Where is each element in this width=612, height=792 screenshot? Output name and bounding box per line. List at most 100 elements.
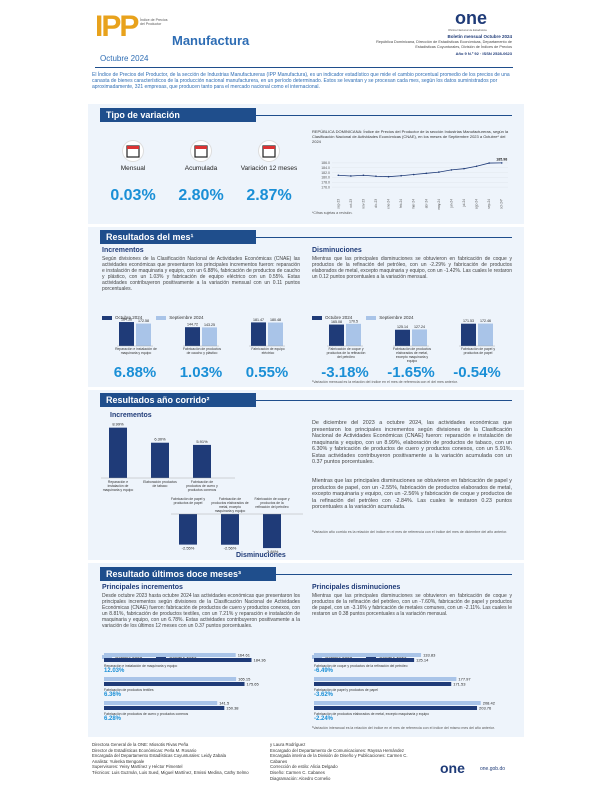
credit-line: Técnicos: Luis Guzmán, Luis Sued, Miguel… xyxy=(92,769,249,775)
paragraph: Mientras que las principales disminucion… xyxy=(312,256,512,280)
legend-item: Octubre 2024 xyxy=(102,315,142,320)
legend-swatch xyxy=(102,315,112,320)
category-label: Fabricación de coque y productos de la r… xyxy=(326,347,366,359)
category-label: Reparación e instalación de maquinaria y… xyxy=(102,480,134,492)
rule xyxy=(256,115,512,116)
data-label: 150.38 xyxy=(226,705,239,710)
org-name: Oficina Nacional de Estadística xyxy=(448,28,487,32)
footer-logo: one xyxy=(440,760,465,776)
bar xyxy=(104,677,237,681)
line-chart: 176.0 178.0 180.0 182.0 184.0 186.0 sep-23 oct-… xyxy=(310,152,515,210)
bar xyxy=(104,706,225,710)
chart-svg xyxy=(190,140,212,162)
x-tick-label: ago-24 xyxy=(475,199,479,209)
logo-subtitle: Índice de Precios del Productor xyxy=(140,18,168,27)
subheading: Disminuciones xyxy=(312,247,362,254)
data-label: 208.42 xyxy=(483,700,496,705)
data-label: 172.46 xyxy=(480,319,491,323)
rule xyxy=(256,400,512,401)
category-label: Fabricación de productos elaborados de m… xyxy=(314,712,429,716)
date: Octubre 2024 xyxy=(100,54,149,63)
annual-increases-chart: Octubre 2023Octubre 2024164.61184.36165.… xyxy=(102,645,300,733)
bar xyxy=(395,329,410,346)
category-label: Fabricación de papel y productos de pape… xyxy=(460,347,496,355)
change: 6.28% xyxy=(104,716,122,722)
annual-decreases-chart: Octubre 2023Octubre 2024133.83125.14177.… xyxy=(312,630,512,722)
month-increases-chart: Octubre 2024 Septiembre 2024 184.36 172.58 1… xyxy=(102,306,300,381)
subheading: Incrementos xyxy=(102,247,144,254)
icon-calendar-top xyxy=(195,146,207,149)
bar xyxy=(412,329,427,346)
org-info: República Dominicana, Dirección de Estad… xyxy=(376,40,512,49)
bar xyxy=(104,701,218,705)
bar xyxy=(314,677,457,681)
point xyxy=(350,175,352,177)
credit-line: Corrección de estilo: Alicia Delgado xyxy=(270,764,338,770)
x-tick-label: sep-24 xyxy=(487,199,491,209)
x-tick-label: jul-24 xyxy=(462,199,466,208)
legend-swatch xyxy=(366,315,377,320)
x-tick-label: may-24 xyxy=(437,199,441,210)
y-tick-label: 186.0 xyxy=(321,161,330,165)
credit-line: Encargada del Departamento Estadísticas … xyxy=(92,753,226,759)
data-label: 127.24 xyxy=(414,325,425,329)
data-label: -2.84% xyxy=(266,549,279,554)
legend-text: Octubre 2024 xyxy=(325,315,353,320)
point xyxy=(488,162,490,164)
chart-svg xyxy=(258,140,280,162)
x-tick-label: nov-23 xyxy=(361,199,365,209)
bar xyxy=(263,514,281,549)
section-month xyxy=(88,227,524,387)
credit-line: Directora General de la ONE: Miosotis Ri… xyxy=(92,742,189,747)
bar xyxy=(109,427,127,478)
category-label: Fabricación de productos de cuero y prod… xyxy=(186,480,218,492)
change: 12.03% xyxy=(104,668,125,674)
url: one.gob.do xyxy=(480,766,506,772)
bar xyxy=(314,653,422,657)
category-label: Fabricación de coque y productos de la r… xyxy=(314,664,408,668)
point xyxy=(387,175,390,178)
subheading: Principales disminuciones xyxy=(312,584,401,591)
category-label: Fabricación de equipo eléctrico xyxy=(251,347,285,355)
data-label: 141.5 xyxy=(219,700,230,705)
kpi-label: Mensual xyxy=(120,165,146,172)
rule xyxy=(95,67,513,68)
icon xyxy=(122,140,144,162)
chart-svg: 165.08 170.5 125.14 127.24 171.53 172.46 xyxy=(327,319,495,347)
bar xyxy=(314,658,415,662)
x-tick-label: oct-24* xyxy=(500,198,504,209)
data-label: 6.30% xyxy=(154,437,166,442)
change: -3.62% xyxy=(314,692,334,698)
paragraph: Mientras que las principales disminucion… xyxy=(312,593,512,617)
y-tick-label: 182.0 xyxy=(321,171,330,175)
legend-swatch xyxy=(312,315,322,320)
bar xyxy=(151,442,169,478)
chart-title: REPÚBLICA DOMINICANA: Índice de Precios … xyxy=(312,129,509,144)
data-label: 180.48 xyxy=(270,318,281,322)
change: 0.55% xyxy=(245,364,289,381)
data-label: 175.65 xyxy=(247,681,260,686)
y-tick-label: 180.0 xyxy=(321,176,330,180)
title: Manufactura xyxy=(172,33,250,48)
legend-text: Octubre 2024 xyxy=(115,315,143,320)
credit-line: Director de Estadísticas Económicas: Per… xyxy=(92,747,197,753)
credit-line: y Laura Rodríguez xyxy=(270,742,306,747)
note: ¹Variación mensual es la relación del ín… xyxy=(312,380,458,384)
credit-line: Encargado del Departamento de Comunicaci… xyxy=(270,747,404,753)
data-label: 125.14 xyxy=(397,325,408,329)
kpi-value: 2.80% xyxy=(178,187,224,204)
data-label: -2.55% xyxy=(182,546,195,551)
section-heading: Resultados año corrido² xyxy=(100,393,256,407)
chart-svg xyxy=(122,140,144,162)
data-label: 165.15 xyxy=(238,676,251,681)
data-label: 5.91% xyxy=(196,439,208,444)
note: *Cifras sujetas a revisión. xyxy=(312,211,353,215)
credit-line: Diagramación: Alcedro Cornelio xyxy=(270,775,331,781)
data-label: 144.72 xyxy=(187,323,198,327)
bar xyxy=(268,322,283,346)
data-label: 185.98 xyxy=(496,157,507,161)
